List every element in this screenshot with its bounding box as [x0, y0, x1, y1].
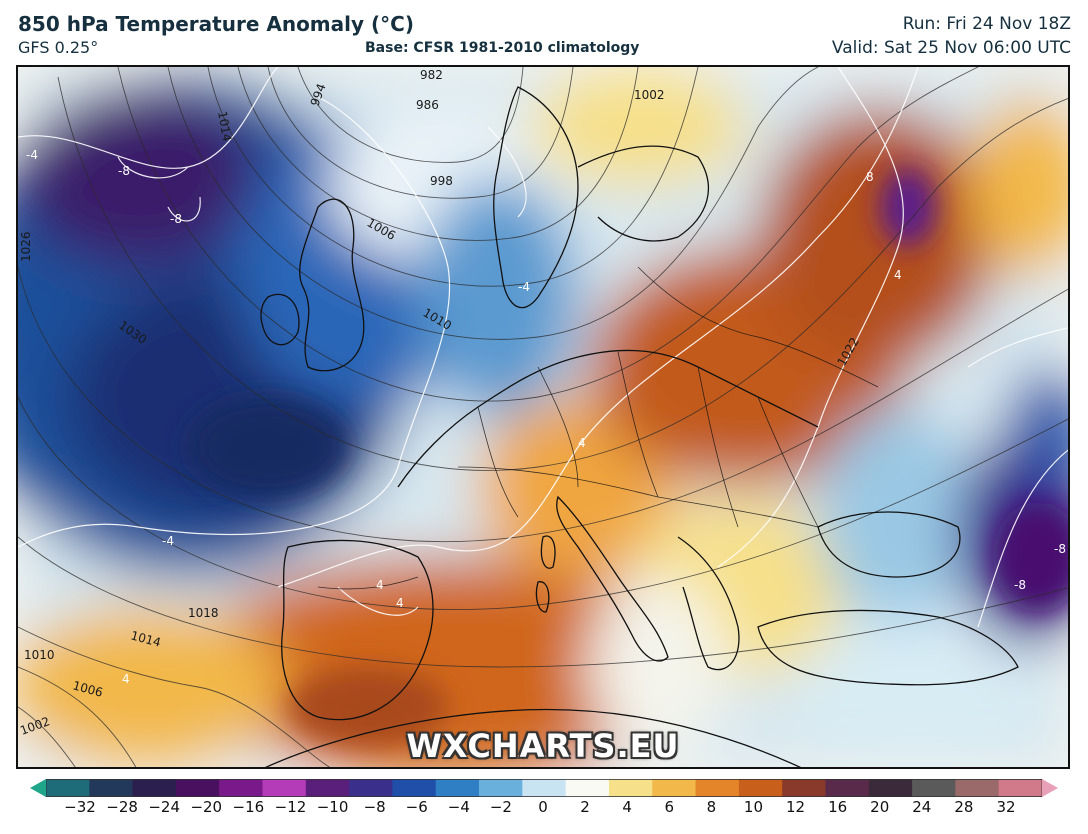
colorbar-right-arrow	[1042, 779, 1058, 797]
isobar-label: 986	[416, 98, 439, 112]
anomaly-label: 4	[396, 596, 404, 610]
colorbar-tick-label: −28	[106, 798, 138, 816]
colorbar-segment	[955, 779, 1000, 797]
anomaly-label: 4	[894, 268, 902, 282]
colorbar-segment	[782, 779, 827, 797]
watermark-logo: WXCHARTS.EU	[406, 727, 680, 765]
colorbar-segment	[695, 779, 740, 797]
colorbar-segment	[608, 779, 653, 797]
colorbar-tick-label: 32	[996, 798, 1016, 816]
colorbar-tick-label: 20	[870, 798, 890, 816]
anomaly-field-detail	[188, 167, 1068, 747]
anomaly-label: -4	[518, 280, 530, 294]
colorbar-tick-label: −10	[316, 798, 349, 816]
colorbar-tick-label: 10	[743, 798, 763, 816]
colorbar-tick-label: −2	[489, 798, 512, 816]
anomaly-label: 8	[866, 170, 874, 184]
anomaly-label: 4	[122, 672, 130, 686]
colorbar-segment	[305, 779, 350, 797]
colorbar-segment	[565, 779, 610, 797]
anomaly-label: -8	[118, 164, 130, 178]
isobar-label: 1018	[188, 606, 219, 620]
colorbar-tick-label: 24	[912, 798, 932, 816]
colorbar-segment	[392, 779, 437, 797]
anomaly-label: 4	[578, 436, 586, 450]
colorbar-segment	[825, 779, 870, 797]
colorbar-segment	[89, 779, 134, 797]
colorbar-tick-label: 0	[538, 798, 548, 816]
map-title: 850 hPa Temperature Anomaly (°C)	[18, 12, 414, 36]
anomaly-contours	[18, 67, 1068, 628]
anomaly-label: -8	[1054, 542, 1066, 556]
colorbar-tick-label: 4	[622, 798, 632, 816]
isobar-label: 1014	[215, 110, 234, 143]
borders	[317, 266, 879, 590]
colorbar-tick-label: 28	[954, 798, 974, 816]
colorbar-segment	[219, 779, 264, 797]
isobar-label: 1010	[24, 648, 55, 662]
colorbar-tick-label: 16	[828, 798, 848, 816]
map-canvas: 982 986 994 998 1002 1006 1010 1014 1018…	[18, 67, 1068, 767]
isobar-label: 998	[430, 174, 453, 188]
anomaly-label: -8	[1014, 578, 1026, 592]
colorbar-segment	[132, 779, 177, 797]
colorbar-segment	[435, 779, 480, 797]
isobar-label: 1002	[634, 88, 665, 102]
anomaly-map[interactable]: 982 986 994 998 1002 1006 1010 1014 1018…	[16, 65, 1070, 769]
colorbar-tick-label: −6	[405, 798, 428, 816]
colorbar-segment	[262, 779, 307, 797]
colorbar-tick-label: −24	[148, 798, 180, 816]
isobar-label: 1026	[19, 231, 33, 262]
anomaly-label: -4	[26, 148, 38, 162]
colorbar	[30, 779, 1058, 797]
colorbar-tick-label: 6	[664, 798, 675, 816]
colorbar-tick-label: 2	[580, 798, 590, 816]
coastlines	[260, 86, 1019, 767]
anomaly-label-group: -4 -8 -8 -4 -4 4 4 8 4 -8 -8 4 4	[26, 148, 1066, 686]
colorbar-segment	[738, 779, 783, 797]
colorbar-segment	[175, 779, 220, 797]
valid-time-label: Valid: Sat 25 Nov 06:00 UTC	[831, 38, 1071, 58]
colorbar-tick-label: −20	[190, 798, 223, 816]
climatology-base-label: Base: CFSR 1981-2010 climatology	[365, 40, 640, 56]
model-label: GFS 0.25°	[18, 38, 99, 57]
isobar-lines	[18, 67, 1068, 767]
colorbar-segment	[652, 779, 697, 797]
colorbar-tick-label: −8	[363, 798, 386, 816]
isobar-label: 982	[420, 68, 443, 82]
colorbar-segment	[479, 779, 523, 797]
colorbar-segment	[46, 779, 90, 797]
colorbar-tick-label: −32	[64, 798, 96, 816]
colorbar-tick-label: 12	[785, 798, 806, 816]
colorbar-ticks: −32 −28 −24 −20 −16 −12 −10 −8 −6 −4 −2 0 2 4 6 8 10 12 16…	[0, 798, 1088, 822]
colorbar-segment	[522, 779, 567, 797]
anomaly-label: -8	[170, 212, 182, 226]
colorbar-segment	[912, 779, 956, 797]
run-time-label: Run: Fri 24 Nov 18Z	[902, 14, 1071, 34]
colorbar-tick-label: −4	[447, 798, 470, 816]
colorbar-segment	[998, 779, 1043, 797]
colorbar-segment	[349, 779, 394, 797]
anomaly-label: -4	[162, 534, 174, 548]
colorbar-tick-label: 8	[706, 798, 717, 816]
colorbar-tick-label: −16	[232, 798, 265, 816]
colorbar-tick-label: −12	[274, 798, 307, 816]
colorbar-left-arrow	[30, 779, 46, 797]
colorbar-segment	[868, 779, 913, 797]
anomaly-label: 4	[376, 578, 384, 592]
